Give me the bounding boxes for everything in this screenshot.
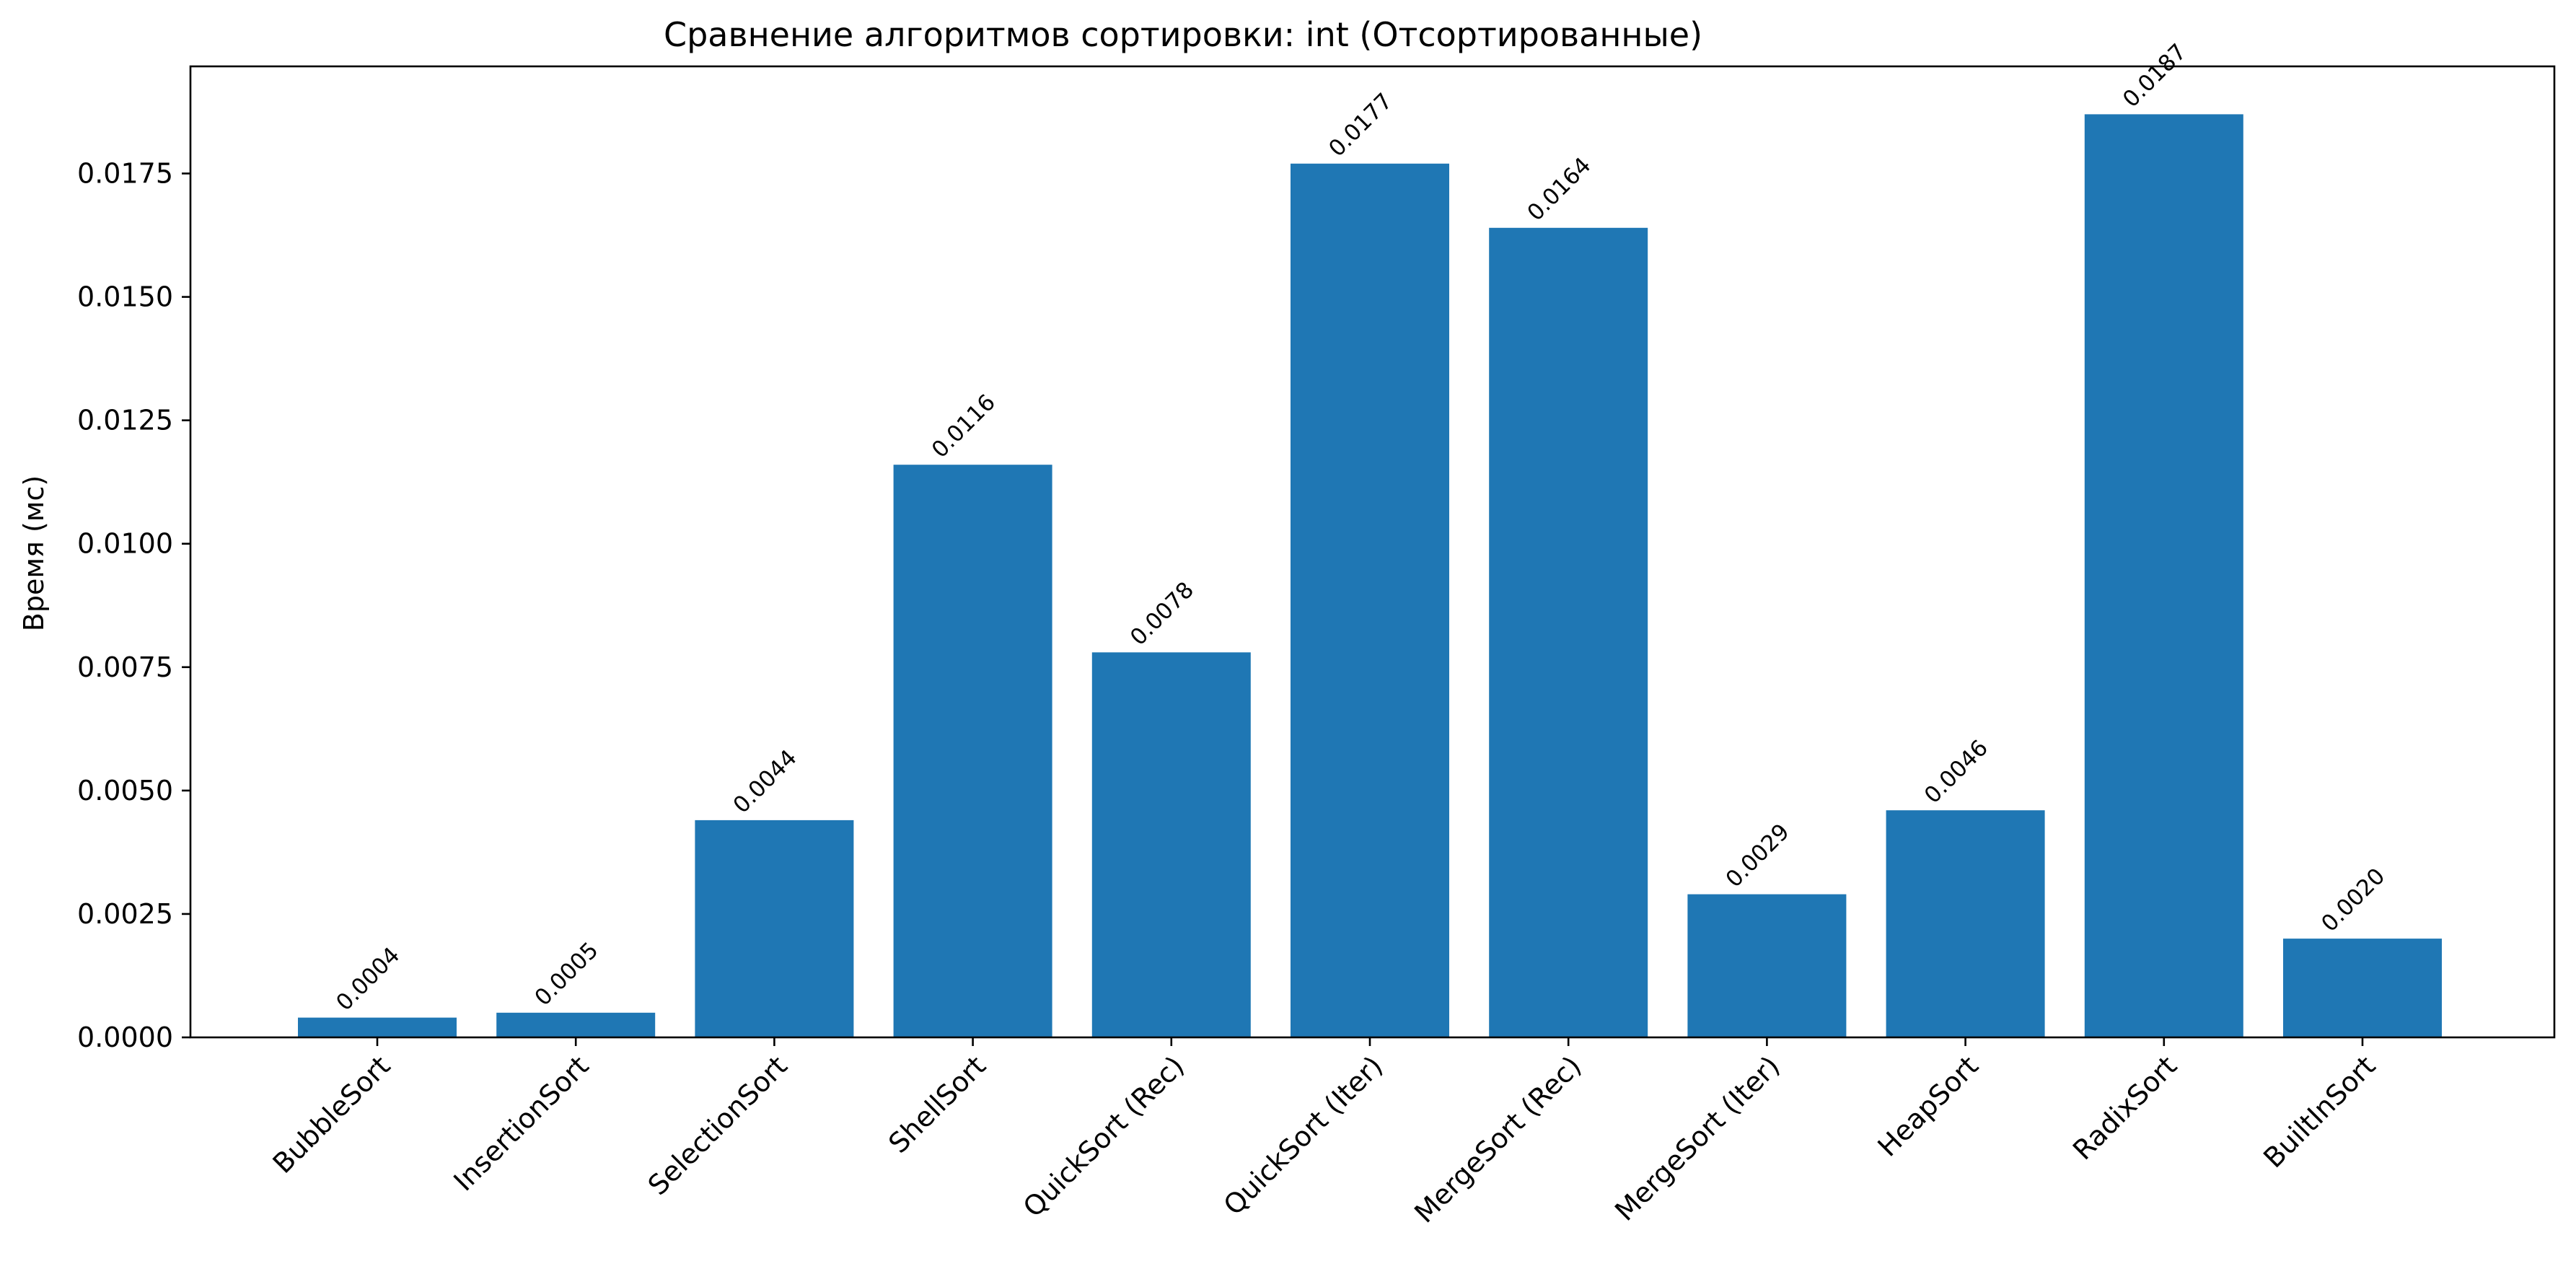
bar [298, 1017, 457, 1037]
bar-value-label: 0.0029 [1721, 819, 1795, 892]
bar [1489, 227, 1648, 1037]
bar-value-label: 0.0187 [2118, 39, 2192, 113]
x-tick-label: SelectionSort [642, 1050, 794, 1201]
bar-value-label: 0.0078 [1125, 577, 1199, 651]
bar [1687, 894, 1847, 1037]
bar-value-label: 0.0044 [729, 744, 802, 818]
bar-value-label: 0.0164 [1522, 152, 1596, 226]
x-tick-label: MergeSort (Iter) [1609, 1050, 1786, 1227]
y-tick-label: 0.0125 [77, 405, 173, 436]
bar [1886, 810, 2045, 1037]
y-tick-label: 0.0000 [77, 1022, 173, 1053]
x-tick-label: BuiltInSort [2257, 1050, 2381, 1174]
y-axis-label: Время (мс) [18, 475, 50, 631]
chart-title: Сравнение алгоритмов сортировки: int (От… [664, 15, 1702, 54]
x-tick-label: MergeSort (Rec) [1408, 1050, 1587, 1229]
bar-value-label: 0.0116 [927, 390, 1001, 463]
y-tick-label: 0.0025 [77, 898, 173, 930]
x-axis-ticks: BubbleSort InsertionSort SelectionSort Shel… [267, 1037, 2381, 1229]
y-tick-label: 0.0150 [77, 281, 173, 313]
bar [496, 1012, 656, 1037]
x-tick-label: QuickSort (Iter) [1218, 1050, 1389, 1221]
x-tick-label: InsertionSort [447, 1050, 594, 1197]
x-tick-label: QuickSort (Rec) [1017, 1050, 1190, 1223]
bar-value-label: 0.0046 [1920, 735, 1993, 809]
y-tick-label: 0.0175 [77, 158, 173, 190]
bars-group [298, 114, 2442, 1037]
bar [1291, 163, 1449, 1037]
x-tick-label: HeapSort [1872, 1050, 1984, 1162]
x-tick-label: ShellSort [882, 1050, 992, 1159]
bar [695, 820, 854, 1037]
y-tick-label: 0.0050 [77, 775, 173, 807]
bar-value-label: 0.0177 [1324, 88, 1397, 162]
x-tick-label: RadixSort [2067, 1050, 2183, 1166]
bar-value-label: 0.0020 [2316, 864, 2390, 937]
bar-value-label: 0.0004 [331, 942, 405, 1016]
bar-value-label: 0.0005 [529, 937, 603, 1011]
bar [2084, 114, 2243, 1037]
x-tick-label: BubbleSort [267, 1050, 397, 1179]
bar [893, 465, 1052, 1037]
y-tick-label: 0.0075 [77, 651, 173, 683]
plot-area-frame [189, 65, 2556, 1039]
bar [2283, 939, 2442, 1037]
y-axis-ticks: 0.0000 0.0025 0.0050 0.0075 0.0100 0.0125 0.01… [77, 158, 190, 1053]
y-tick-label: 0.0100 [77, 528, 173, 560]
bar [1091, 652, 1251, 1037]
